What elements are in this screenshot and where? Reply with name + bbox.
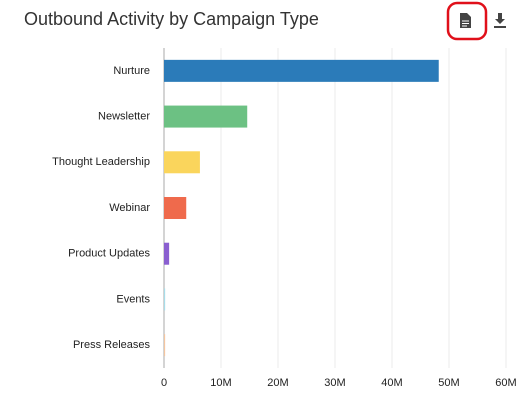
y-tick-label: Product Updates <box>68 248 150 260</box>
bar <box>164 288 166 311</box>
bar <box>164 105 248 128</box>
x-tick-label: 10M <box>210 377 231 389</box>
bar <box>164 151 200 174</box>
download-icon <box>494 13 506 28</box>
y-tick-label: Thought Leadership <box>52 156 150 168</box>
y-tick-label: Newsletter <box>98 110 150 122</box>
bar <box>164 334 166 357</box>
y-tick-label: Events <box>116 293 150 305</box>
chart-title: Outbound Activity by Campaign Type <box>24 9 319 29</box>
x-tick-label: 40M <box>381 377 402 389</box>
download-button[interactable] <box>494 13 506 28</box>
bar <box>164 197 187 219</box>
bar <box>164 59 439 82</box>
highlight <box>446 1 488 41</box>
view-data-button[interactable] <box>446 1 488 41</box>
x-tick-label: 20M <box>267 377 288 389</box>
y-tick-label: Press Releases <box>73 339 151 351</box>
x-tick-label: 30M <box>324 377 345 389</box>
x-tick-label: 50M <box>438 377 459 389</box>
document-lines <box>462 20 469 27</box>
bar <box>164 242 170 265</box>
y-tick-label: Webinar <box>109 202 150 214</box>
x-tick-label: 60M <box>495 377 516 389</box>
x-tick-label: 0 <box>161 377 167 389</box>
y-tick-label: Nurture <box>113 65 150 77</box>
